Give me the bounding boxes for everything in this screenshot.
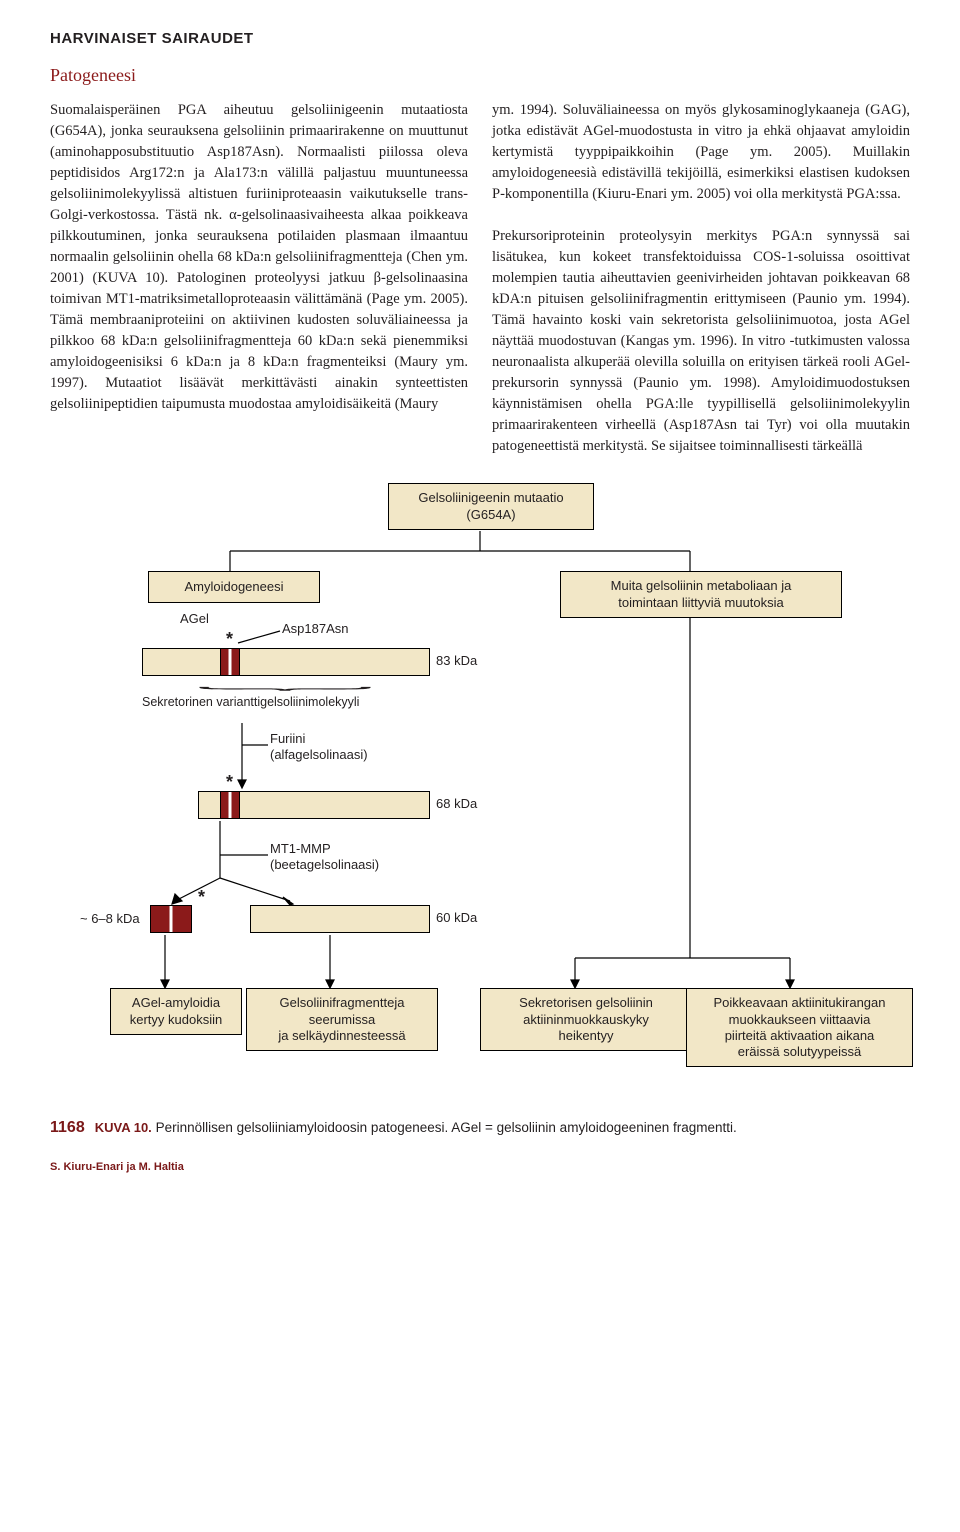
text-columns: Suomalaisperäinen PGA aiheutuu gelsoliin… — [50, 100, 910, 457]
size-83: 83 kDa — [436, 653, 477, 668]
agel-label: AGel — [180, 611, 209, 626]
bottom-box-3: Sekretorisen gelsoliininaktiininmuokkaus… — [480, 988, 692, 1051]
bottom-box-4: Poikkeavaan aktiinitukiranganmuokkauksee… — [686, 988, 913, 1067]
asterisk-1: * — [226, 629, 233, 650]
secretory-label: Sekretorinen varianttigelsoliinimolekyyl… — [142, 695, 359, 709]
bottom-box-1: AGel-amyloidiakertyy kudoksiin — [110, 988, 242, 1035]
mt1-label: MT1-MMP(beetagelsolinaasi) — [270, 841, 379, 872]
caption-label: KUVA 10. — [95, 1120, 152, 1135]
mutation-label: Asp187Asn — [282, 621, 349, 636]
size-60: 60 kDa — [436, 910, 477, 925]
figure-container: Gelsoliinigeenin mutaatio(G654A) Amyloid… — [50, 483, 910, 1113]
caption-text: Perinnöllisen gelsoliiniamyloidoosin pat… — [156, 1120, 737, 1135]
mutation-marker-1 — [220, 648, 240, 676]
size-68: 68 kDa — [436, 796, 477, 811]
other-changes-box: Muita gelsoliinin metaboliaan jatoiminta… — [560, 571, 842, 618]
bottom-box-2: Gelsoliinifragmenttejaseerumissaja selkä… — [246, 988, 438, 1051]
figure-10: Gelsoliinigeenin mutaatio(G654A) Amyloid… — [70, 483, 890, 1113]
section-header: HARVINAISET SAIRAUDET — [50, 30, 910, 47]
asterisk-3: * — [198, 887, 205, 908]
small-fragment-bar — [150, 905, 192, 933]
left-column: Suomalaisperäinen PGA aiheutuu gelsoliin… — [50, 100, 468, 457]
mutation-box: Gelsoliinigeenin mutaatio(G654A) — [388, 483, 594, 530]
amyloidogenesis-box: Amyloidogeneesi — [148, 571, 320, 603]
furin-label: Furiini(alfagelsolinaasi) — [270, 731, 368, 762]
figure-caption: 1168 KUVA 10. Perinnöllisen gelsoliiniam… — [50, 1119, 910, 1137]
mutation-marker-2 — [220, 791, 240, 819]
protein-bar-60 — [250, 905, 430, 933]
frag-small-label: ~ 6–8 kDa — [80, 911, 140, 926]
asterisk-2: * — [226, 772, 233, 793]
subsection-heading: Patogeneesi — [50, 65, 910, 86]
protein-bar-83 — [142, 648, 430, 676]
right-column: ym. 1994). Soluväliaineessa on myös glyk… — [492, 100, 910, 457]
body-text-left: Suomalaisperäinen PGA aiheutuu gelsoliin… — [50, 100, 468, 415]
body-text-right: ym. 1994). Soluväliaineessa on myös glyk… — [492, 100, 910, 457]
footer-authors: S. Kiuru-Enari ja M. Haltia — [50, 1161, 910, 1173]
page-number: 1168 — [50, 1119, 85, 1137]
